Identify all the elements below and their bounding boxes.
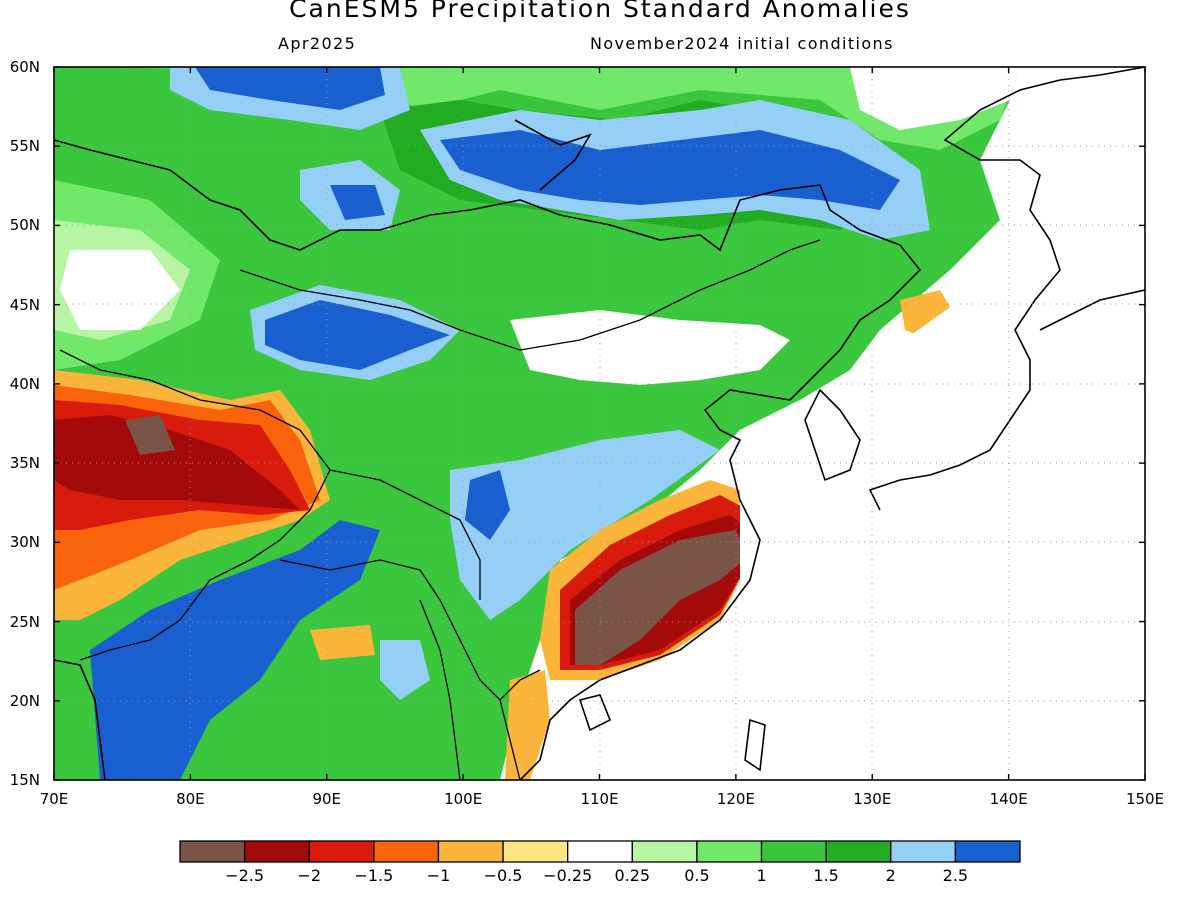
colorbar-swatch xyxy=(890,840,957,863)
colorbar-label: 2 xyxy=(885,866,896,885)
colorbar-label: 0.25 xyxy=(614,866,651,885)
colorbar-label: −0.5 xyxy=(483,866,523,885)
colorbar-swatch xyxy=(437,840,504,863)
lat-label: 30N xyxy=(9,533,40,552)
lon-label: 70E xyxy=(39,790,69,808)
initial-conditions: November2024 initial conditions xyxy=(590,34,894,53)
lat-label: 25N xyxy=(9,612,40,631)
coastlines xyxy=(53,66,1146,781)
colorbar-swatch xyxy=(631,840,698,863)
colorbar-swatch xyxy=(954,840,1021,863)
blue-central-china-core xyxy=(465,470,510,540)
map-title: CanESM5 Precipitation Standard Anomalies xyxy=(289,0,911,23)
colorbar-swatch xyxy=(179,840,246,863)
colorbar-label: −0.25 xyxy=(543,866,593,885)
colorbar-label: −1 xyxy=(426,866,451,885)
white-northeast xyxy=(850,67,1020,130)
forecast-month: Apr2025 xyxy=(278,34,357,53)
white-west xyxy=(60,250,180,330)
axis-ticks xyxy=(53,66,1146,781)
lon-label: 90E xyxy=(312,790,342,808)
anomaly-field xyxy=(54,67,1145,780)
colorbar-swatch xyxy=(243,840,310,863)
colorbar-swatch xyxy=(308,840,375,863)
blue-mongolia-west-core xyxy=(330,185,385,220)
orange-indochina xyxy=(505,670,550,780)
grid-lines xyxy=(54,67,1145,780)
brown-west xyxy=(125,415,175,455)
lat-label: 50N xyxy=(9,216,40,235)
blue-tianshan-core xyxy=(265,300,450,370)
borders xyxy=(59,239,821,781)
colorbar-swatch xyxy=(760,840,827,863)
lat-label: 20N xyxy=(9,691,40,710)
colorbar-label: −1.5 xyxy=(354,866,394,885)
colorbar-label: 0.5 xyxy=(684,866,710,885)
lat-label: 55N xyxy=(9,137,40,156)
darkred-west xyxy=(54,415,300,510)
lon-label: 140E xyxy=(989,790,1028,808)
lon-label: 130E xyxy=(853,790,892,808)
blue-south-asia xyxy=(90,520,380,780)
colorbar-label: 1 xyxy=(756,866,767,885)
colorbar-label: −2.5 xyxy=(225,866,265,885)
colorbar-label: 1.5 xyxy=(813,866,839,885)
lat-label: 15N xyxy=(9,771,40,789)
lon-label: 110E xyxy=(580,790,619,808)
lat-label: 60N xyxy=(9,58,40,76)
light-green-north xyxy=(54,67,1020,150)
lat-label: 35N xyxy=(9,454,40,473)
colorbar-swatch xyxy=(696,840,763,863)
lon-label: 150E xyxy=(1125,790,1165,808)
colorbar-swatch xyxy=(373,840,440,863)
lat-label: 40N xyxy=(9,374,40,393)
lat-label: 45N xyxy=(9,295,40,314)
colorbar-swatch xyxy=(567,840,633,863)
colorbar-label: −2 xyxy=(297,866,322,885)
brown-southeast xyxy=(575,530,750,665)
colorbar xyxy=(179,840,1021,863)
orange-bangladesh xyxy=(310,625,375,660)
blue-north-top-core xyxy=(195,67,385,110)
white-mongolia xyxy=(510,310,790,385)
blue-central-china xyxy=(450,430,720,620)
colorbar-label: 2.5 xyxy=(942,866,969,885)
lon-label: 80E xyxy=(176,790,205,808)
lon-label: 120E xyxy=(716,790,755,808)
ocean-east xyxy=(540,67,1145,780)
lon-label: 100E xyxy=(444,790,483,808)
colorbar-swatch xyxy=(825,840,892,863)
blue-myanmar xyxy=(380,640,430,700)
colorbar-swatch xyxy=(502,840,569,863)
